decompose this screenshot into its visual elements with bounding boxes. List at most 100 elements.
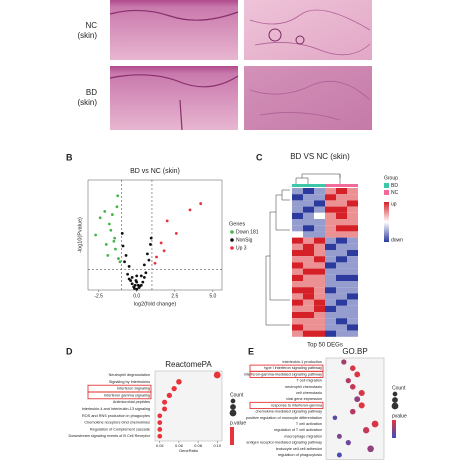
heatmap-cell bbox=[325, 188, 336, 195]
heatmap-cell bbox=[325, 274, 336, 281]
heatmap-cell bbox=[336, 225, 347, 232]
heatmap-cell bbox=[325, 219, 336, 226]
term-label: Signaling by Interleukins bbox=[109, 380, 150, 384]
heatmap-cell bbox=[325, 324, 336, 331]
heatmap-cell bbox=[314, 281, 325, 288]
heatmap-cell bbox=[303, 219, 314, 226]
point bbox=[127, 265, 131, 268]
heatmap-cell bbox=[303, 281, 314, 288]
highlight-box bbox=[249, 370, 324, 378]
y-axis-label: -log10(Pvalue) bbox=[77, 217, 83, 253]
x-tick-label: 0.08 bbox=[194, 443, 203, 448]
heatmap-cell bbox=[336, 324, 347, 331]
dot bbox=[371, 420, 379, 428]
heatmap-cell bbox=[347, 262, 358, 269]
heatmap-cell bbox=[336, 274, 347, 281]
heatmap-cell bbox=[336, 231, 347, 238]
point bbox=[123, 260, 126, 264]
heatmap-cell bbox=[336, 243, 347, 250]
heatmap-cell bbox=[303, 305, 314, 312]
heatmap-cell bbox=[347, 206, 358, 213]
heatmap-cell bbox=[292, 268, 303, 275]
group-bar bbox=[347, 184, 358, 187]
heatmap-cell bbox=[325, 318, 336, 325]
point bbox=[113, 236, 117, 240]
heatmap-cell bbox=[314, 237, 325, 244]
heatmap-cell bbox=[303, 262, 314, 269]
heatmap-cell bbox=[314, 212, 325, 219]
heatmap-cell bbox=[325, 262, 336, 269]
heatmap-cell bbox=[303, 237, 314, 244]
point bbox=[144, 271, 148, 275]
x-axis-label: Top 50 DEGs bbox=[307, 342, 343, 348]
heatmap-cell bbox=[303, 256, 314, 263]
heatmap-cell bbox=[336, 330, 347, 337]
term-label: interleukin-1 production bbox=[283, 360, 322, 364]
term-label: Regulation of Complement cascade bbox=[90, 427, 150, 431]
legend-size bbox=[391, 402, 399, 410]
x-tick-label: 0.10 bbox=[213, 443, 222, 448]
heatmap-cell bbox=[347, 237, 358, 244]
heatmap-cell bbox=[336, 219, 347, 226]
heatmap-cell bbox=[336, 212, 347, 219]
panel-label: B bbox=[66, 152, 73, 162]
heatmap-cell bbox=[303, 194, 314, 201]
heatmap-cell bbox=[314, 250, 325, 257]
heatmap-cell bbox=[292, 194, 303, 201]
dot bbox=[341, 359, 347, 365]
chart-title: ReactomePA bbox=[165, 360, 212, 369]
heatmap-cell bbox=[314, 200, 325, 207]
group-bar bbox=[325, 184, 336, 187]
heatmap-cell bbox=[347, 225, 358, 232]
heatmap-cell bbox=[325, 256, 336, 263]
heatmap-cell bbox=[292, 318, 303, 325]
heatmap-cell bbox=[347, 299, 358, 306]
heatmap-cell bbox=[314, 330, 325, 337]
legend-title: Count bbox=[392, 385, 406, 391]
chart-title: BD vs NC (skin) bbox=[130, 168, 180, 175]
heatmap-cell bbox=[325, 194, 336, 201]
point bbox=[107, 222, 111, 226]
heatmap-cell bbox=[336, 281, 347, 288]
heatmap-cell bbox=[325, 225, 336, 232]
heatmap-cell bbox=[347, 281, 358, 288]
row-label: (skin) bbox=[77, 31, 97, 40]
heatmap-cell bbox=[314, 219, 325, 226]
colorbar bbox=[392, 420, 396, 438]
legend-size bbox=[230, 398, 236, 404]
term-label: regulation of phagocytosis bbox=[278, 453, 322, 457]
heatmap-cell bbox=[292, 231, 303, 238]
heatmap-cell bbox=[336, 293, 347, 300]
heatmap-cell bbox=[347, 250, 358, 257]
dot bbox=[358, 402, 365, 409]
heatmap-cell bbox=[325, 250, 336, 257]
heatmap-cell bbox=[303, 293, 314, 300]
point bbox=[142, 276, 146, 279]
x-tick-label: 5.0 bbox=[209, 293, 216, 299]
heatmap-cell bbox=[336, 250, 347, 257]
heatmap-cell bbox=[347, 243, 358, 250]
heatmap-cell bbox=[292, 330, 303, 337]
term-label: interferon-gamma-mediated signaling path… bbox=[244, 372, 322, 376]
point bbox=[106, 254, 110, 257]
dot bbox=[349, 408, 356, 415]
term-label: Chemokine receptors bind chemokines bbox=[84, 421, 150, 425]
term-label: T cell migration bbox=[296, 379, 322, 383]
dot bbox=[349, 384, 356, 390]
row-label: NC bbox=[85, 21, 97, 30]
group-bar bbox=[314, 184, 325, 187]
heatmap-cell bbox=[336, 188, 347, 195]
point bbox=[149, 236, 153, 240]
heatmap-cell bbox=[292, 250, 303, 257]
heatmap-cell bbox=[314, 231, 325, 238]
heatmap-cell bbox=[325, 287, 336, 294]
dot bbox=[345, 439, 351, 446]
heatmap-cell bbox=[336, 305, 347, 312]
legend-title: pvalue bbox=[392, 413, 407, 419]
panel-label: C bbox=[256, 152, 263, 162]
point bbox=[110, 213, 114, 216]
heatmap-cell bbox=[347, 212, 358, 219]
point bbox=[165, 219, 169, 223]
term-label: response to interferon-gamma bbox=[271, 403, 323, 407]
